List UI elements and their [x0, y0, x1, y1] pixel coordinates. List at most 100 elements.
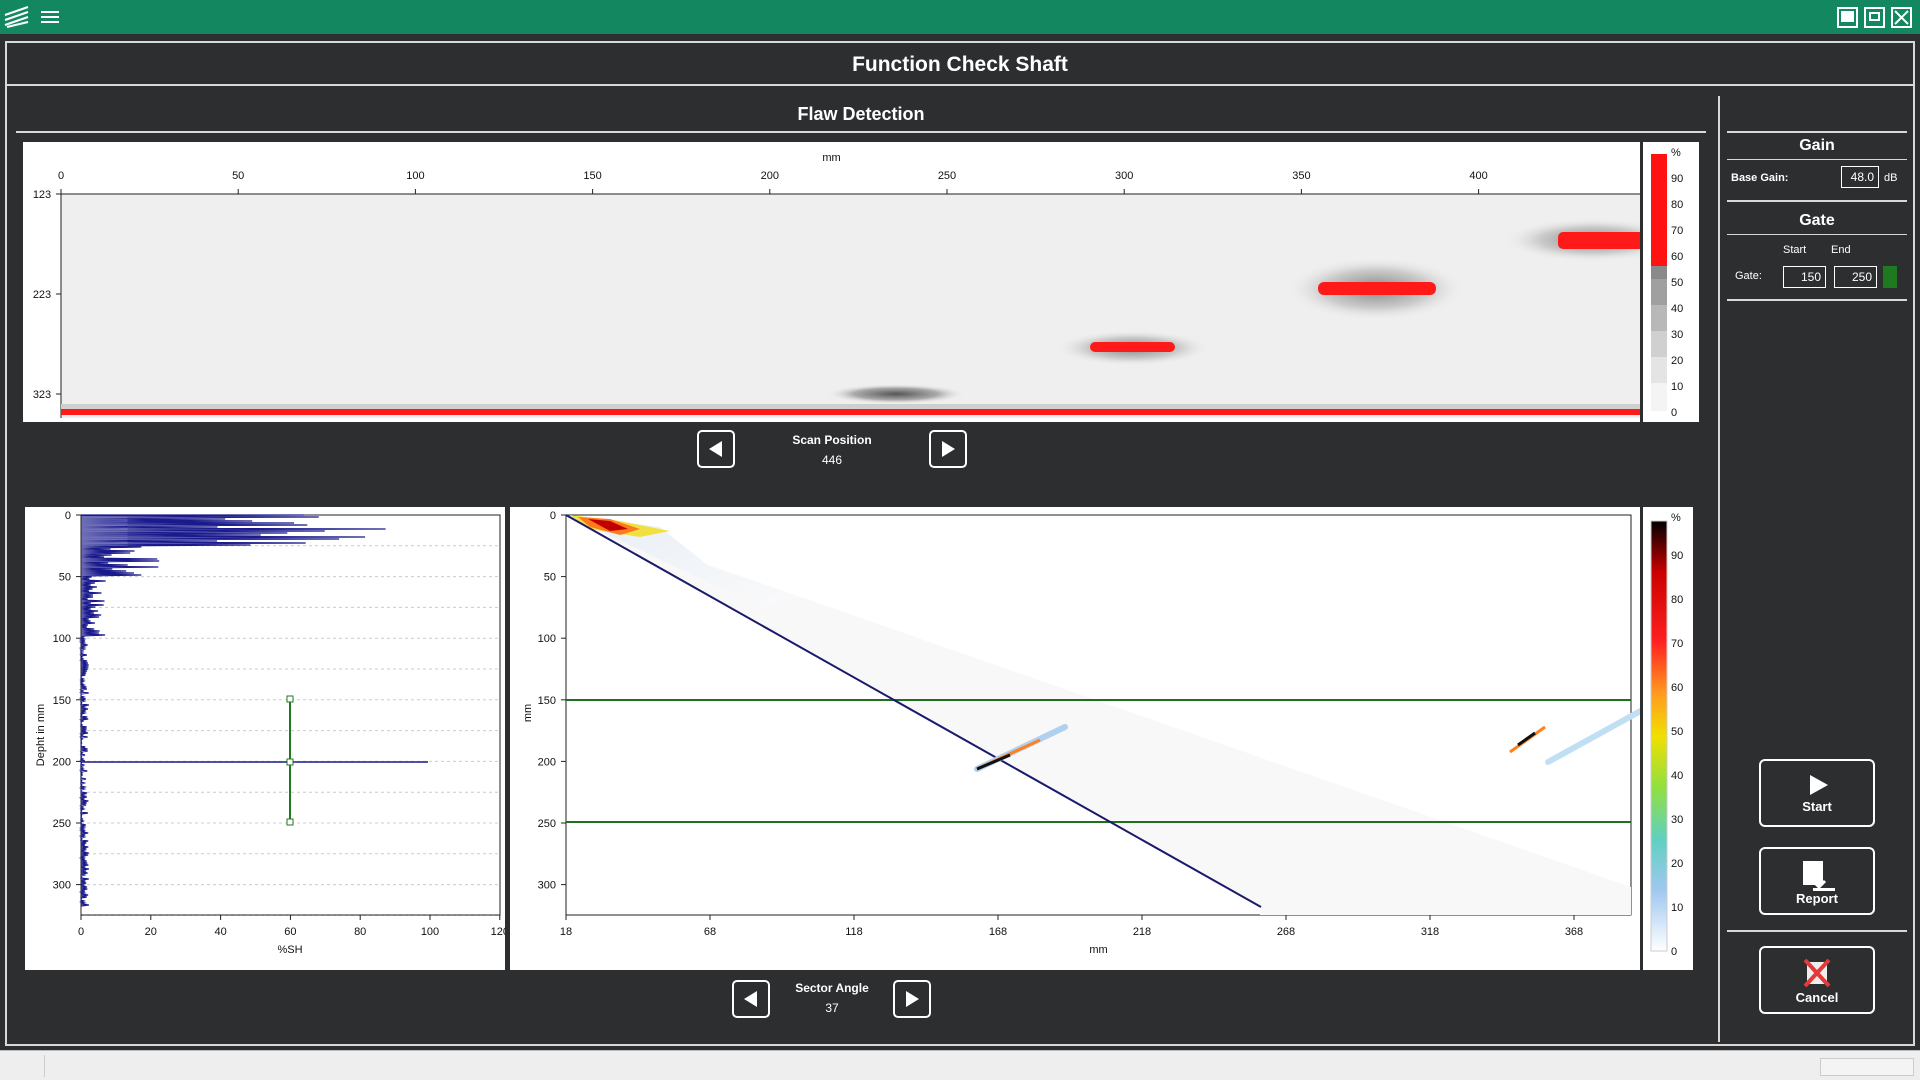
sscan-colorbar-scale: 90 80 70 60 50 40 30 20 10 0	[1650, 520, 1683, 958]
bscan-colorbar-tick: 90	[1671, 173, 1683, 185]
bscan-colorbar-tick: 0	[1671, 407, 1677, 419]
gain-top-line	[1727, 131, 1907, 133]
scan-position-value: 446	[821, 453, 843, 467]
ascan-y-tick: 50	[59, 572, 71, 584]
sector-angle-value: 37	[825, 1001, 839, 1015]
close-icon[interactable]	[1891, 7, 1912, 28]
sscan-colorbar: 90 80 70 60 50 40 30 20 10 0 %	[1643, 507, 1693, 970]
gate-end-input[interactable]	[1834, 266, 1877, 288]
ascan-x-label: %SH	[277, 944, 303, 956]
sscan-y-tick: 100	[538, 633, 556, 645]
ascan-y-label: Depht in mm	[35, 703, 47, 767]
sscan-colorbar-tick: 30	[1671, 814, 1683, 826]
bscan-colorbar-scale: 90 80 70 60 50 40 30 20 10 0	[1651, 154, 1683, 419]
right-arrow-icon	[906, 991, 919, 1007]
scan-position-prev-button[interactable]	[697, 430, 735, 468]
sector-angle-next-button[interactable]	[893, 980, 931, 1018]
sscan-near-field	[566, 515, 800, 607]
ascan-x-tick: 60	[284, 926, 296, 938]
gate-title: Gate	[1799, 212, 1835, 229]
gain-underline	[1727, 159, 1907, 160]
gate-top-line	[1727, 200, 1907, 202]
sscan-colorbar-tick: 60	[1671, 682, 1683, 694]
bscan-colorbar-tick: 50	[1671, 277, 1683, 289]
minimize-icon[interactable]	[1837, 7, 1858, 28]
ascan-y-tick: 0	[65, 510, 71, 522]
app-logo-icon	[4, 6, 29, 28]
ascan-y-tick: 300	[53, 880, 71, 892]
sscan-colorbar-tick: 0	[1671, 946, 1677, 958]
report-icon	[1803, 861, 1835, 891]
sscan-chart: 0 50 100 150 200 250 300 18 68 118 168 218 268 318 36…	[538, 510, 1640, 938]
bscan-colorbar-tick: 80	[1671, 199, 1683, 211]
sscan-colorbar-tick: 40	[1671, 770, 1683, 782]
gate-end-handle[interactable]	[286, 818, 294, 826]
bscan-backwall-echo	[61, 404, 1640, 412]
cancel-button[interactable]: Cancel	[1759, 946, 1875, 1014]
sscan-flaw-indication	[1517, 731, 1536, 747]
bscan-x-tick: 150	[583, 170, 601, 182]
base-gain-input[interactable]	[1841, 166, 1879, 188]
sscan-colorbar-tick: 20	[1671, 858, 1683, 870]
bscan-colorbar-tick: 70	[1671, 225, 1683, 237]
gate-start-handle[interactable]	[286, 695, 294, 703]
gate-mid-handle[interactable]	[286, 758, 294, 766]
bscan-x-tick: 50	[232, 170, 244, 182]
sscan-colorbar-tick: 10	[1671, 902, 1683, 914]
bscan-chart: 0 50 100 150 200 250 300 350 400 123 223 323	[33, 170, 1640, 418]
main-frame	[5, 41, 1915, 1046]
start-button[interactable]: Start	[1759, 759, 1875, 827]
bscan-colorbar-unit: %	[1671, 147, 1681, 159]
cancel-icon	[1803, 958, 1831, 988]
gain-title: Gain	[1799, 137, 1835, 154]
sscan-colorbar-unit: %	[1671, 512, 1681, 524]
report-button[interactable]: Report	[1759, 847, 1875, 915]
sscan-colorbar-tick: 80	[1671, 594, 1683, 606]
sscan-sector-area	[566, 515, 1631, 915]
gate-underline	[1727, 234, 1907, 235]
sscan-x-tick: 118	[845, 926, 863, 938]
bscan-y-tick: 123	[33, 189, 51, 201]
sscan-x-tick: 68	[704, 926, 716, 938]
gate-start-input[interactable]	[1783, 266, 1826, 288]
gate-bottom-line	[1727, 299, 1907, 301]
bscan-x-tick: 100	[406, 170, 424, 182]
sscan-beam-cursor[interactable]	[565, 514, 1262, 908]
ascan-x-tick: 80	[354, 926, 366, 938]
sscan-y-tick: 50	[544, 572, 556, 584]
bscan-flaw-indication	[1318, 282, 1436, 295]
gate-end-header: End	[1831, 244, 1851, 256]
ascan-x-tick: 120	[491, 926, 505, 938]
ascan-x-tick: 0	[78, 926, 84, 938]
gate-start-header: Start	[1783, 244, 1807, 256]
status-progress	[1820, 1058, 1914, 1076]
bscan-colorbar-tick: 40	[1671, 303, 1683, 315]
bscan-x-tick: 350	[1292, 170, 1310, 182]
ascan-panel[interactable]: 0 50 100 150 200 250 300 0 20 40 60 80 100 120 Depht…	[25, 507, 505, 970]
ascan-x-tick: 100	[421, 926, 439, 938]
sscan-colorbar-tick: 50	[1671, 726, 1683, 738]
hamburger-menu-icon[interactable]	[38, 7, 62, 27]
bscan-flaw-indication	[826, 384, 966, 404]
sscan-x-tick: 368	[1565, 926, 1583, 938]
ascan-y-tick: 100	[53, 633, 71, 645]
sscan-y-tick: 0	[550, 510, 556, 522]
sscan-y-tick: 300	[538, 880, 556, 892]
sscan-x-tick: 18	[560, 926, 572, 938]
scan-position-next-button[interactable]	[929, 430, 967, 468]
bscan-x-tick: 400	[1469, 170, 1487, 182]
sscan-panel[interactable]: 0 50 100 150 200 250 300 18 68 118 168 218 268 318 36…	[510, 507, 1640, 970]
page-header: Function Check Shaft	[5, 41, 1915, 86]
sscan-x-tick: 218	[1133, 926, 1151, 938]
sscan-flaw-indication	[976, 753, 1011, 771]
actions-divider	[1727, 930, 1907, 932]
bscan-colorbar-tick: 60	[1671, 251, 1683, 263]
sector-angle-prev-button[interactable]	[732, 980, 770, 1018]
bscan-panel[interactable]: 0 50 100 150 200 250 300 350 400 123 223 323 mm	[23, 142, 1640, 422]
left-arrow-icon	[709, 441, 722, 457]
flaw-detection-title: Flaw Detection	[797, 104, 925, 124]
scan-position-label: Scan Position	[792, 433, 872, 447]
maximize-icon[interactable]	[1864, 7, 1885, 28]
status-cell	[0, 1055, 45, 1077]
gate-color-swatch[interactable]	[1883, 266, 1897, 288]
